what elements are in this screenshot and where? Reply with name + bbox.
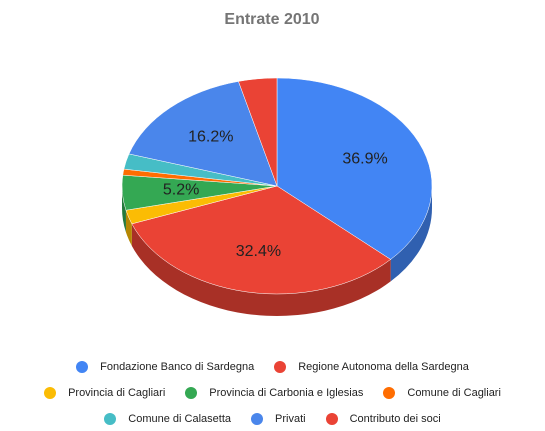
chart-title: Entrate 2010 [224, 11, 319, 28]
legend-label: Regione Autonoma della Sardegna [298, 361, 469, 373]
slice [238, 77, 278, 187]
chart-svg: Entrate 2010 36.9% 32.4% 5.2% 16.2% [121, 11, 433, 316]
legend-row: Fondazione Banco di Sardegna Regione Auto… [0, 354, 545, 380]
legend-item[interactable]: Fondazione Banco di Sardegna [76, 361, 254, 373]
data-label: 32.4% [236, 243, 281, 260]
legend-label: Privati [275, 413, 306, 425]
legend-swatch [104, 413, 117, 425]
slice [276, 77, 433, 260]
legend-item[interactable]: Contributo dei soci [325, 413, 441, 425]
legend-item[interactable]: Regione Autonoma della Sardegna [274, 361, 469, 373]
legend-item[interactable]: Comune di Calasetta [104, 413, 231, 425]
legend-swatch [76, 361, 89, 373]
legend-swatch [44, 387, 57, 399]
data-label: 5.2% [163, 181, 199, 198]
legend-item[interactable]: Privati [251, 413, 306, 425]
legend-label: Fondazione Banco di Sardegna [100, 361, 255, 373]
slice-side [390, 186, 432, 282]
legend-item[interactable]: Provincia di Carbonia e Iglesias [185, 387, 363, 399]
slice [131, 185, 392, 295]
legend-row: Comune di Calasetta Privati Contributo dei… [0, 406, 545, 431]
legend-label: Comune di Cagliari [407, 387, 501, 399]
pie-labels: 36.9% 32.4% 5.2% 16.2% [163, 129, 388, 260]
legend-label: Comune di Calasetta [128, 413, 232, 425]
legend: Fondazione Banco di Sardegna Regione Auto… [0, 354, 545, 431]
data-label: 16.2% [188, 129, 233, 146]
legend-swatch [383, 387, 396, 399]
pie-tops [121, 77, 433, 295]
slice-side [122, 186, 126, 233]
legend-label: Contributo dei soci [349, 413, 441, 425]
legend-row: Provincia di Cagliari Provincia di Carbon… [0, 380, 545, 406]
slice-side [131, 223, 391, 316]
legend-label: Provincia di Cagliari [68, 387, 166, 399]
legend-swatch [185, 387, 198, 399]
pie-sides [122, 186, 432, 316]
data-label: 36.9% [342, 150, 387, 167]
legend-item[interactable]: Comune di Cagliari [383, 387, 501, 399]
slice [128, 81, 278, 187]
legend-swatch [251, 413, 264, 425]
legend-swatch [274, 361, 287, 373]
legend-swatch [325, 413, 338, 425]
slice-side [125, 210, 132, 246]
legend-label: Provincia di Carbonia e Iglesias [209, 387, 364, 399]
legend-item[interactable]: Provincia di Cagliari [44, 387, 165, 399]
